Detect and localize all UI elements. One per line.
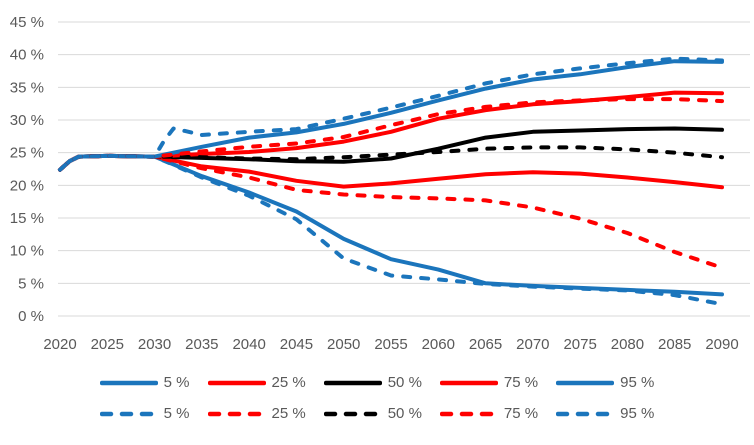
y-tick-label: 40 %: [10, 47, 44, 64]
series-line-dashed-95: [58, 56, 724, 172]
legend-label: 95 %: [620, 405, 655, 422]
x-tick-label: 2025: [91, 336, 124, 353]
legend-dashed-line-swatch: [207, 411, 266, 416]
x-tick-label: 2045: [280, 336, 313, 353]
legend-dashed-line-swatch: [439, 411, 498, 416]
legend-label: 25 %: [271, 405, 306, 422]
legend-solid-line-swatch: [99, 380, 158, 385]
legend-label: 75 %: [503, 405, 539, 422]
x-tick-label: 2060: [422, 336, 455, 353]
x-tick-label: 2070: [516, 336, 549, 353]
legend-label: 95 %: [620, 374, 655, 391]
x-tick-label: 2055: [374, 336, 407, 353]
legend-solid-line-swatch: [556, 380, 615, 385]
legend-item-solid-25: 25 %: [207, 374, 306, 391]
legend-item-solid-75: 75 %: [439, 374, 539, 391]
x-tick-label: 2085: [658, 336, 691, 353]
x-tick-label: 2065: [469, 336, 502, 353]
line-chart-canvas: 45 % 40 % 35 % 30 % 25 % 20 % 15 % 10 % 5 % 0 % 20…: [10, 14, 750, 353]
legend-dashed-line-swatch: [323, 411, 382, 416]
x-tick-label: 2040: [232, 336, 265, 353]
legend-item-dashed-25: 25 %: [207, 405, 306, 422]
y-tick-label: 45 %: [10, 14, 44, 31]
legend-dashed-line-swatch: [99, 411, 158, 416]
legend-label: 5 %: [163, 374, 190, 391]
series-line-solid-95: [58, 59, 724, 172]
y-tick-label: 35 %: [10, 79, 44, 96]
legend-item-solid-95: 95 %: [556, 374, 654, 391]
y-tick-label: 5 %: [18, 275, 44, 292]
chart-legend: 5 % 25 % 50 % 75 % 95 % 5 % 25 % 50 % 75 % 95 %: [0, 374, 754, 422]
x-tick-label: 2075: [563, 336, 596, 353]
x-tick-label: 2020: [43, 336, 76, 353]
y-tick-label: 0 %: [18, 308, 44, 325]
legend-solid-line-swatch: [323, 380, 382, 385]
x-tick-label: 2035: [185, 336, 218, 353]
y-tick-label: 10 %: [10, 243, 44, 260]
x-tick-label: 2090: [705, 336, 738, 353]
legend-solid-line-swatch: [439, 380, 498, 385]
legend-label: 5 %: [163, 405, 190, 422]
x-tick-label: 2050: [327, 336, 360, 353]
legend-item-dashed-50: 50 %: [323, 405, 422, 422]
legend-dashed-line-swatch: [556, 411, 615, 416]
x-tick-label: 2080: [611, 336, 644, 353]
legend-item-dashed-75: 75 %: [439, 405, 539, 422]
legend-item-solid-5: 5 %: [99, 374, 190, 391]
legend-solid-line-swatch: [207, 380, 266, 385]
legend-item-dashed-95: 95 %: [556, 405, 654, 422]
legend-row-solid: 5 % 25 % 50 % 75 % 95 %: [99, 374, 654, 391]
y-tick-label: 20 %: [10, 177, 44, 194]
y-tick-label: 15 %: [10, 210, 44, 227]
y-tick-label: 25 %: [10, 145, 44, 162]
legend-label: 25 %: [271, 374, 306, 391]
x-tick-label: 2030: [138, 336, 171, 353]
legend-item-dashed-5: 5 %: [99, 405, 190, 422]
legend-item-solid-50: 50 %: [323, 374, 422, 391]
legend-label: 75 %: [503, 374, 539, 391]
y-tick-label: 30 %: [10, 112, 44, 129]
legend-row-dashed: 5 % 25 % 50 % 75 % 95 %: [99, 405, 654, 422]
legend-label: 50 %: [387, 405, 422, 422]
legend-label: 50 %: [387, 374, 422, 391]
